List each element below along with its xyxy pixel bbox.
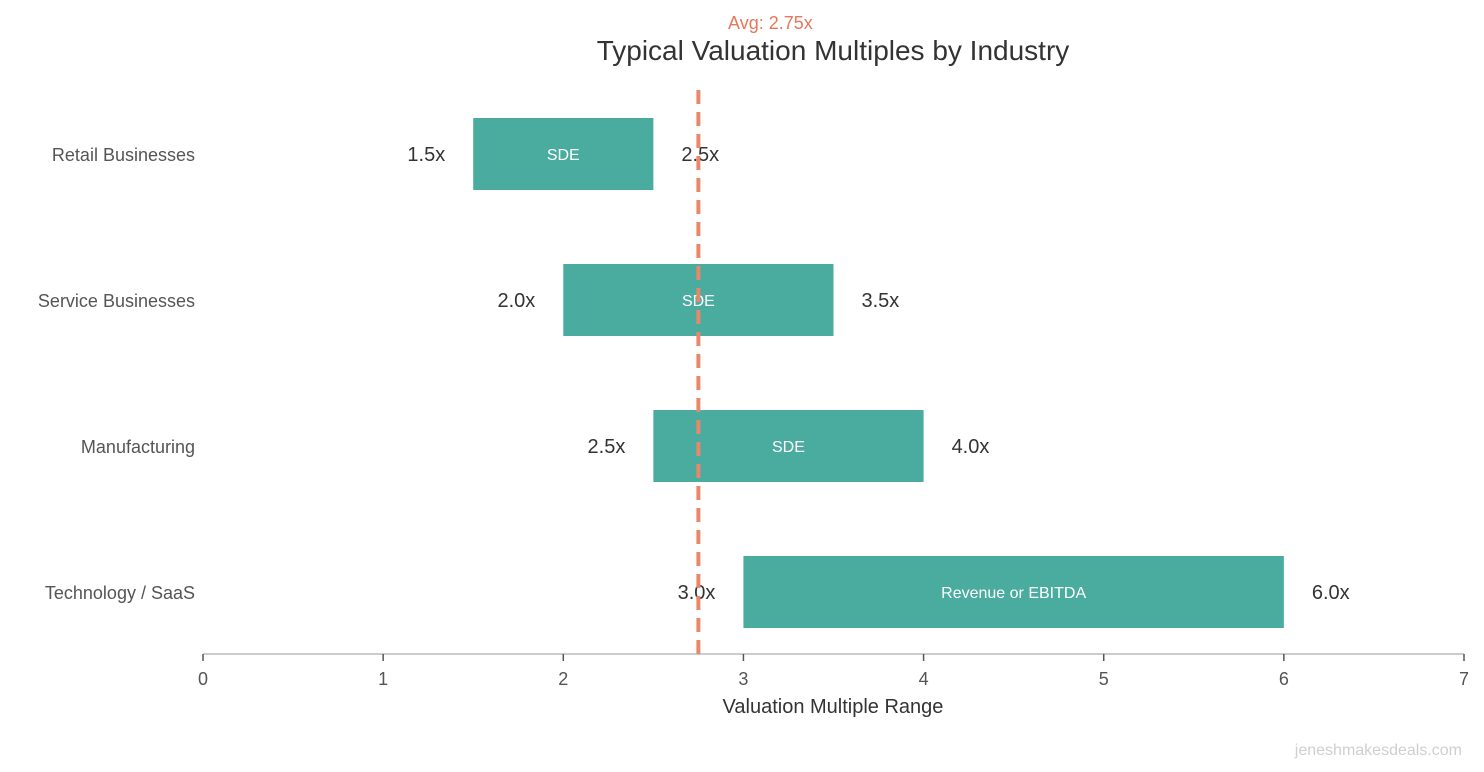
category-label: Technology / SaaS <box>45 583 195 603</box>
high-value-label: 6.0x <box>1312 582 1350 604</box>
x-tick-label: 3 <box>738 669 748 689</box>
low-value-label: 2.0x <box>497 290 535 312</box>
range-bar <box>473 118 654 190</box>
low-value-label: 1.5x <box>407 144 445 166</box>
range-bar <box>743 556 1284 628</box>
watermark: jeneshmakesdeals.com <box>1294 742 1462 759</box>
low-value-label: 3.0x <box>678 582 716 604</box>
x-tick-label: 6 <box>1279 669 1289 689</box>
x-tick-label: 7 <box>1459 669 1469 689</box>
x-tick-label: 4 <box>919 669 929 689</box>
category-label: Service Businesses <box>38 291 195 311</box>
high-value-label: 4.0x <box>952 436 990 458</box>
x-tick-label: 2 <box>558 669 568 689</box>
bars-group: Retail Businesses SDE 1.5x 2.5x Service Busi… <box>38 118 1350 628</box>
high-value-label: 3.5x <box>862 290 900 312</box>
bar-basis-label: SDE <box>772 439 805 456</box>
low-value-label: 2.5x <box>588 436 626 458</box>
bar-basis-label: SDE <box>547 147 580 164</box>
x-tick-label: 1 <box>378 669 388 689</box>
chart-title: Typical Valuation Multiples by Industry <box>597 35 1070 66</box>
high-value-label: 2.5x <box>681 144 719 166</box>
category-label: Manufacturing <box>81 437 195 457</box>
average-label: Avg: 2.75x <box>728 13 813 33</box>
category-label: Retail Businesses <box>52 145 195 165</box>
x-tick-label: 5 <box>1099 669 1109 689</box>
x-axis-label: Valuation Multiple Range <box>723 696 944 718</box>
x-tick-label: 0 <box>198 669 208 689</box>
bar-basis-label: Revenue or EBITDA <box>941 585 1086 602</box>
x-axis-ticks: 0 1 2 3 4 5 6 7 <box>198 654 1469 689</box>
